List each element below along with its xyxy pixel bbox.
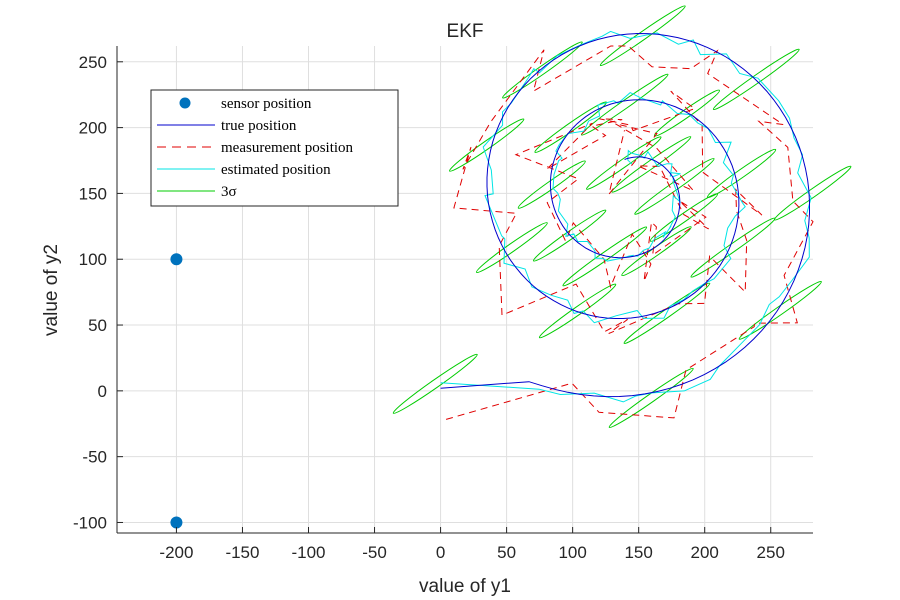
legend-box xyxy=(150,89,399,207)
estimated-position-line xyxy=(440,30,812,403)
axes-frame xyxy=(116,46,813,534)
sensor-position-point xyxy=(170,253,183,266)
y-tick-label: 100 xyxy=(79,250,107,269)
legend-label: estimated position xyxy=(221,162,331,178)
true-position-line xyxy=(440,32,810,398)
y-tick-label: -100 xyxy=(73,513,107,532)
sigma-ellipse xyxy=(653,89,720,137)
legend: sensor position true position measurement … xyxy=(150,89,399,207)
sigma-ellipse xyxy=(611,136,692,193)
sigma-ellipse xyxy=(707,148,777,198)
chart-title: EKF xyxy=(447,21,484,42)
legend-label: 3σ xyxy=(221,184,237,200)
sigma-ellipse xyxy=(534,101,607,153)
y-axis-label: value of y2 xyxy=(41,244,62,336)
x-tick-label: -100 xyxy=(291,543,325,562)
sigma-ellipse xyxy=(476,222,548,274)
y-tick-label: 0 xyxy=(98,382,107,401)
sigma-ellipse xyxy=(392,353,478,414)
y-tick-label: 200 xyxy=(79,119,107,138)
x-tick-label: 50 xyxy=(497,543,516,562)
sigma-ellipse xyxy=(586,136,662,190)
sigma-ellipse xyxy=(517,160,586,209)
legend-label: sensor position xyxy=(221,96,312,112)
legend-swatch xyxy=(179,97,191,109)
legend-label: measurement position xyxy=(221,140,354,156)
y-tick-label: -50 xyxy=(82,448,107,467)
x-tick-label: -150 xyxy=(225,543,259,562)
y-tick-label: 250 xyxy=(79,53,107,72)
x-tick-label: -200 xyxy=(159,543,193,562)
measurement-position-line xyxy=(445,45,814,420)
sigma-ellipse xyxy=(649,193,718,242)
x-tick-label: 0 xyxy=(436,543,445,562)
x-tick-label: 150 xyxy=(624,543,652,562)
sigma-ellipse xyxy=(502,41,583,99)
sigma-ellipse xyxy=(449,118,525,172)
sensor-position-point xyxy=(170,516,183,529)
x-tick-label: -50 xyxy=(362,543,387,562)
x-tick-label: 200 xyxy=(691,543,719,562)
series-layer xyxy=(170,5,852,529)
y-tick-label: 150 xyxy=(79,184,107,203)
y-tick-label: 50 xyxy=(88,316,107,335)
x-tick-label: 100 xyxy=(558,543,586,562)
tick-labels: -200 -150 -100 -50 0 50 100 150 200 250 -100 -50 0 50… xyxy=(73,53,785,562)
x-tick-label: 250 xyxy=(757,543,785,562)
sigma-ellipse xyxy=(608,367,694,428)
legend-label: true position xyxy=(221,118,297,134)
sigma-ellipse xyxy=(538,283,617,339)
sigma-ellipse xyxy=(599,5,686,67)
sigma-ellipse xyxy=(562,226,648,287)
x-axis-label: value of y1 xyxy=(419,576,511,597)
sigma-ellipse xyxy=(634,157,715,215)
sigma-ellipse xyxy=(738,280,822,340)
plot-area: -200 -150 -100 -50 0 50 100 150 200 250 -100 -50 0 50… xyxy=(73,5,852,562)
